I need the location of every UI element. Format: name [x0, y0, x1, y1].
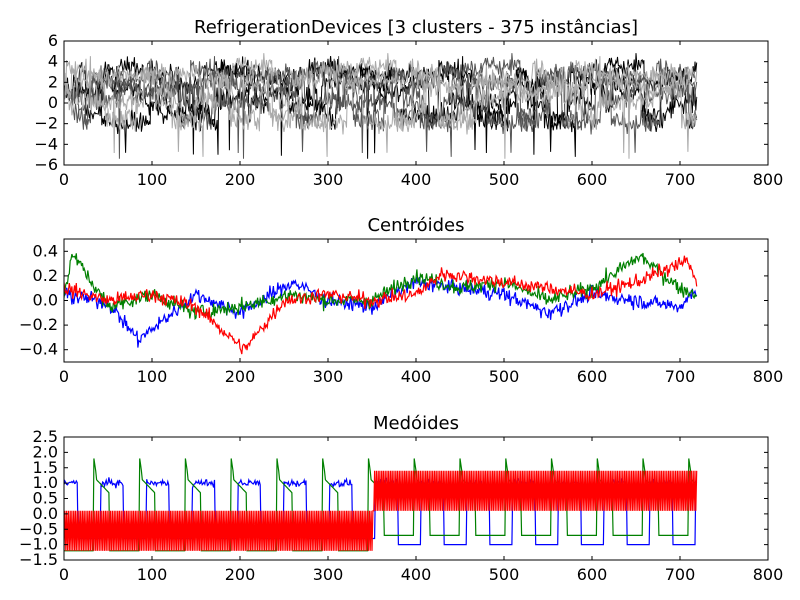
x-tick-label: 400: [401, 565, 432, 584]
x-tick-label: 500: [489, 565, 520, 584]
series-group: [64, 458, 698, 552]
series-line: [64, 53, 697, 159]
series-line: [64, 255, 698, 355]
y-tick-label: 0.4: [33, 241, 58, 260]
y-tick-label: 4: [48, 52, 58, 71]
x-tick-label: 200: [225, 565, 256, 584]
y-tick-label: 0: [48, 93, 58, 112]
x-tick-label: 600: [577, 367, 608, 386]
axes-frame: [63, 238, 769, 363]
x-tick-label: 200: [225, 367, 256, 386]
x-tick-label: 800: [753, 367, 784, 386]
x-tick-label: 100: [137, 367, 168, 386]
x-tick-label: 300: [313, 170, 344, 189]
chart-panel-0: RefrigerationDevices [3 clusters - 375 i…: [34, 17, 783, 189]
y-tick-label: −2: [34, 114, 58, 133]
x-tick-label: 600: [577, 170, 608, 189]
x-tick-label: 300: [313, 367, 344, 386]
y-tick-label: 0.5: [33, 489, 58, 508]
y-tick-label: −0.4: [19, 340, 58, 359]
y-tick-label: −4: [34, 134, 58, 153]
y-tick-label: −0.5: [19, 519, 58, 538]
y-tick-label: −0.2: [19, 315, 58, 334]
series-group: [64, 252, 698, 355]
y-tick-label: 2: [48, 72, 58, 91]
x-tick-label: 700: [665, 367, 696, 386]
y-tick-label: −1.5: [19, 550, 58, 569]
x-tick-label: 400: [401, 367, 432, 386]
series-line: [64, 252, 698, 321]
series-line: [64, 56, 698, 154]
x-tick-label: 700: [665, 170, 696, 189]
x-tick-label: 800: [753, 565, 784, 584]
chart-title: Medóides: [373, 413, 459, 434]
y-tick-label: 2.0: [33, 442, 58, 461]
x-tick-label: 700: [665, 565, 696, 584]
y-tick-label: 1.5: [33, 458, 58, 477]
series-line: [64, 470, 698, 551]
x-tick-label: 400: [401, 170, 432, 189]
y-tick-label: 1.0: [33, 473, 58, 492]
chart-title: RefrigerationDevices [3 clusters - 375 i…: [194, 17, 638, 38]
x-tick-label: 0: [59, 565, 69, 584]
x-tick-label: 500: [489, 367, 520, 386]
series-group: [64, 53, 698, 159]
y-tick-label: 0.0: [33, 504, 58, 523]
x-tick-label: 200: [225, 170, 256, 189]
x-tick-label: 100: [137, 565, 168, 584]
x-tick-label: 100: [137, 170, 168, 189]
chart-panel-1: Centróides 0 100 200 300 400 500 600 700 800 −0.4 −…: [19, 215, 783, 386]
x-tick-label: 0: [59, 170, 69, 189]
y-tick-label: −6: [34, 155, 58, 174]
series-line: [64, 53, 698, 159]
y-tick-label: 0.2: [33, 266, 58, 285]
y-tick-label: 6: [48, 31, 58, 50]
x-tick-label: 300: [313, 565, 344, 584]
y-tick-label: 2.5: [33, 427, 58, 446]
chart-title: Centróides: [367, 215, 464, 236]
y-tick-label: 0.0: [33, 291, 58, 310]
y-tick-label: −1.0: [19, 535, 58, 554]
x-tick-label: 800: [753, 170, 784, 189]
x-tick-label: 600: [577, 565, 608, 584]
series-line: [64, 276, 698, 348]
x-tick-label: 500: [489, 170, 520, 189]
x-tick-label: 0: [59, 367, 69, 386]
chart-panel-2: Medóides 0 100 200 300 400 500 600 700 800 −1.5−1.…: [19, 413, 783, 584]
